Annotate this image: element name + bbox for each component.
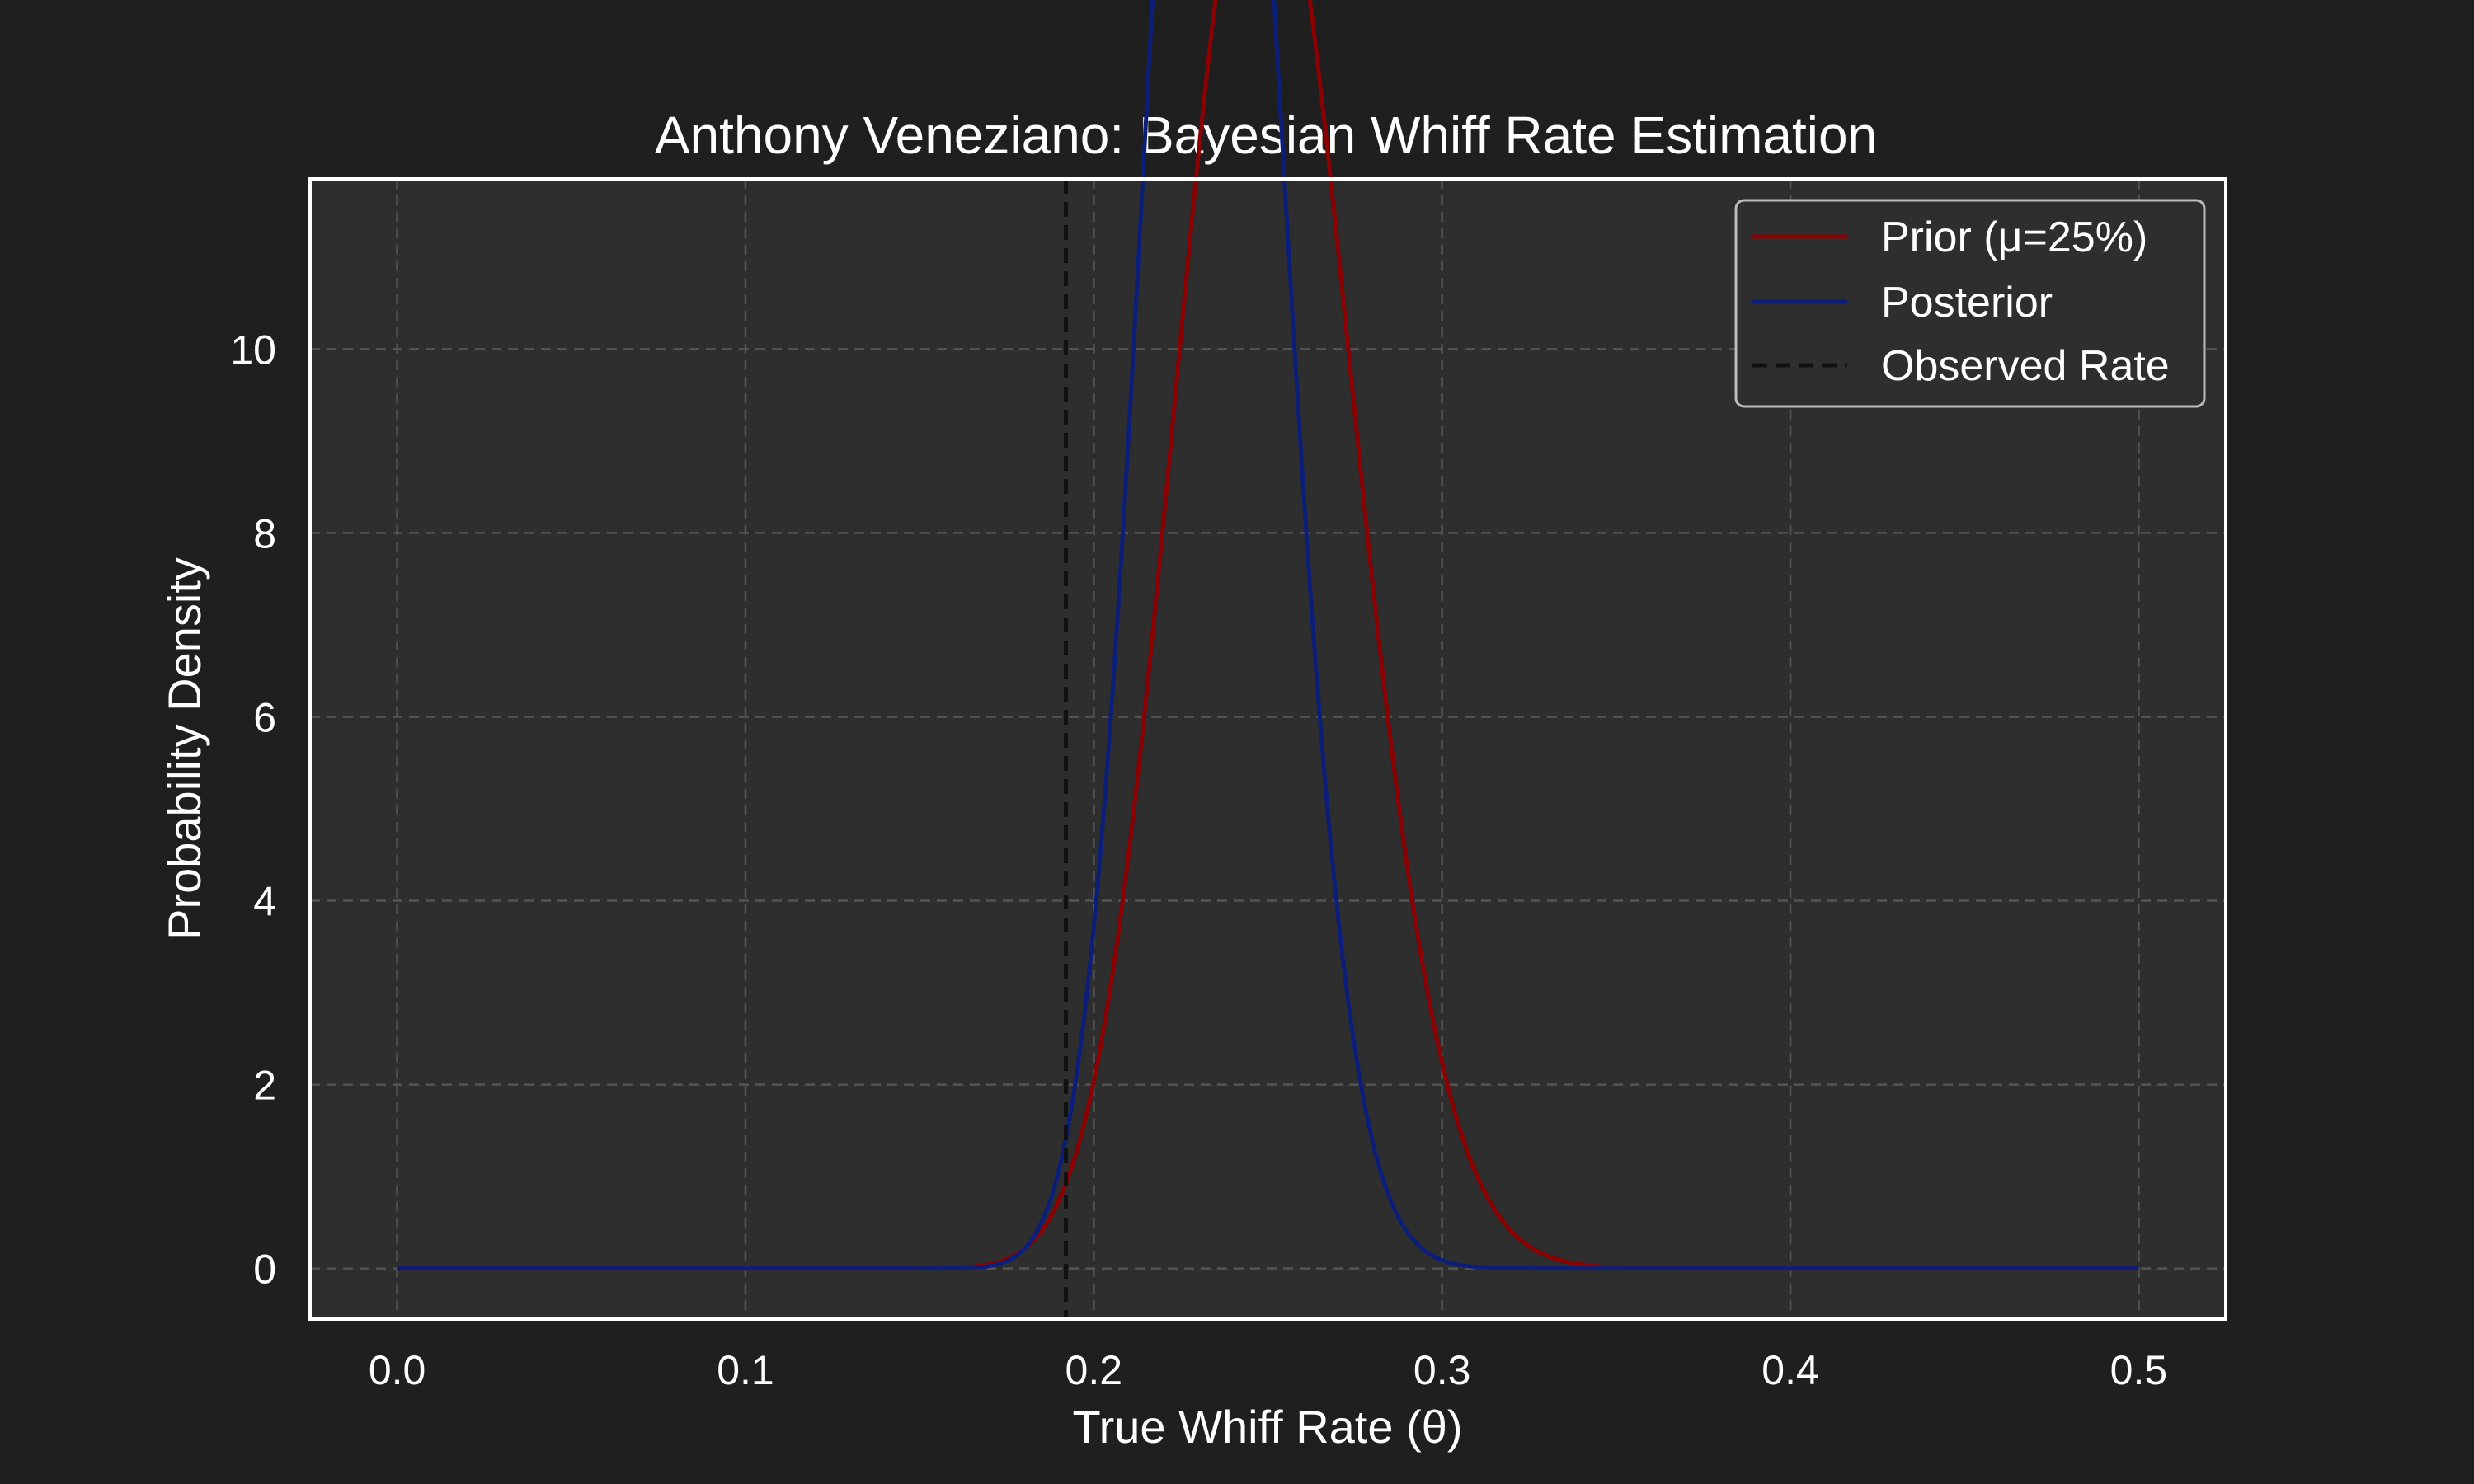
x-tick-label: 0.4 — [1761, 1347, 1819, 1393]
y-tick-label: 10 — [230, 326, 276, 373]
y-tick-label: 4 — [253, 879, 276, 925]
x-tick-label: 0.1 — [717, 1347, 774, 1393]
x-tick-label: 0.3 — [1413, 1347, 1471, 1393]
x-tick-label: 0.0 — [369, 1347, 426, 1393]
series-line-posterior — [397, 0, 2139, 1271]
y-tick-label: 2 — [253, 1063, 276, 1109]
axis-ticks: 0.0 0.1 0.2 0.3 0.4 0.5 0 2 4 6 8 10 — [230, 326, 2167, 1393]
legend-label-prior: Prior (μ=25%) — [1881, 214, 2147, 261]
x-axis-label: True Whiff Rate (θ) — [1072, 1401, 1462, 1453]
y-axis-label: Probability Density — [158, 557, 210, 940]
chart-title: Anthony Veneziano: Bayesian Whiff Rate E… — [655, 106, 1877, 165]
y-tick-label: 8 — [253, 510, 276, 556]
legend-label-posterior: Posterior — [1881, 279, 2053, 326]
series-layer — [397, 0, 2139, 1319]
legend: Prior (μ=25%) Posterior Observed Rate — [1734, 199, 2206, 408]
x-tick-label: 0.5 — [2110, 1347, 2168, 1393]
y-tick-label: 6 — [253, 694, 276, 740]
axes-frame — [308, 177, 2227, 1321]
x-tick-label: 0.2 — [1065, 1347, 1123, 1393]
y-tick-label: 0 — [253, 1247, 276, 1293]
legend-label-observed-rate: Observed Rate — [1881, 342, 2170, 390]
legend-box — [1734, 199, 2206, 408]
